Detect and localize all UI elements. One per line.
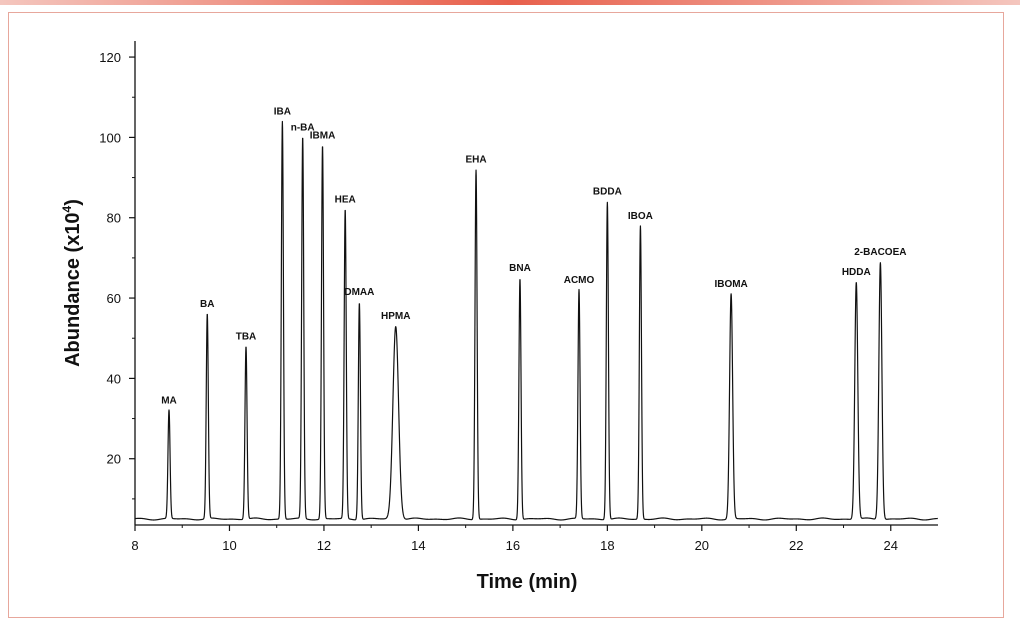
x-tick-label: 20 bbox=[695, 538, 709, 553]
x-tick-label: 10 bbox=[222, 538, 236, 553]
y-tick-label: 20 bbox=[107, 452, 121, 467]
peak-label: BA bbox=[200, 299, 214, 310]
y-axis-title-sup: 4 bbox=[60, 205, 74, 212]
peak-label: BDDA bbox=[593, 187, 622, 198]
peak-label: TBA bbox=[236, 331, 257, 342]
y-tick-label: 120 bbox=[99, 50, 121, 65]
y-axis-title: Abundance (x104) bbox=[60, 199, 84, 367]
peak-label: HPMA bbox=[381, 311, 410, 322]
peak-label: MA bbox=[161, 396, 177, 407]
peak-label: DMAA bbox=[344, 287, 374, 298]
y-axis-title-close: ) bbox=[62, 199, 84, 206]
x-ticks: 8 10 12 14 16 18 20 22 24 bbox=[131, 525, 898, 553]
y-tick-label: 60 bbox=[107, 291, 121, 306]
x-tick-label: 14 bbox=[411, 538, 425, 553]
peak-label: IBOA bbox=[628, 211, 653, 222]
x-tick-label: 22 bbox=[789, 538, 803, 553]
peak-label: EHA bbox=[465, 155, 486, 166]
axes bbox=[134, 41, 938, 526]
chromatogram-trace bbox=[134, 120, 939, 521]
peak-label: IBOMA bbox=[714, 279, 747, 290]
x-tick-label: 16 bbox=[506, 538, 520, 553]
y-ticks: 20 40 60 80 100 120 bbox=[99, 50, 135, 500]
y-tick-label: 100 bbox=[99, 130, 121, 145]
peak-label: ACMO bbox=[564, 275, 595, 286]
figure-frame bbox=[8, 12, 1004, 618]
top-accent-bar bbox=[0, 0, 1020, 5]
peak-label: HEA bbox=[335, 195, 356, 206]
x-tick-label: 8 bbox=[131, 538, 138, 553]
peak-label: IBMA bbox=[310, 130, 336, 141]
x-tick-label: 18 bbox=[600, 538, 614, 553]
x-axis-title: Time (min) bbox=[477, 571, 578, 593]
peak-label: 2-BACOEA bbox=[854, 247, 906, 258]
x-tick-label: 12 bbox=[317, 538, 331, 553]
peak-label: n-BA bbox=[291, 122, 315, 133]
peak-label: BNA bbox=[509, 263, 531, 274]
peak-label: IBA bbox=[274, 106, 291, 117]
peak-label: HDDA bbox=[842, 267, 871, 278]
x-tick-label: 24 bbox=[884, 538, 898, 553]
y-axis-title-main: Abundance (x10 bbox=[62, 212, 84, 366]
y-tick-label: 40 bbox=[107, 371, 121, 386]
y-tick-label: 80 bbox=[107, 211, 121, 226]
